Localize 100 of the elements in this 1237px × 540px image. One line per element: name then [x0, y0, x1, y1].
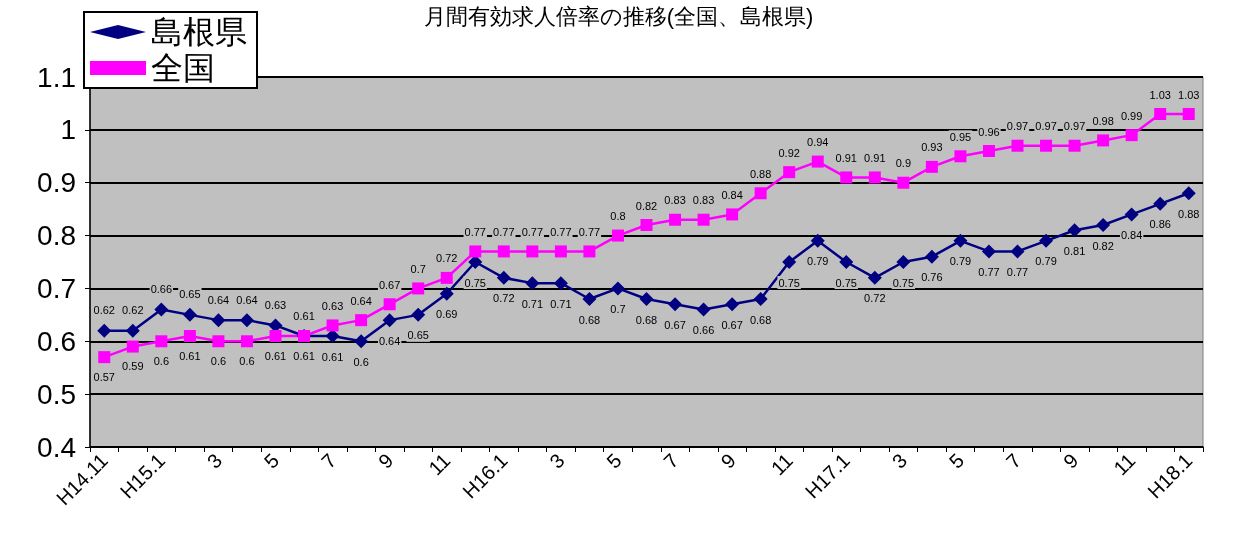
y-tick-label: 1.1: [37, 61, 76, 93]
data-label: 0.62: [122, 304, 144, 317]
y-tick-label: 0.6: [37, 325, 76, 357]
point: [868, 171, 881, 184]
y-tick-label: 0.8: [37, 220, 76, 252]
point: [726, 208, 739, 221]
data-label: 0.75: [835, 276, 857, 289]
point: [411, 307, 426, 322]
point: [839, 255, 854, 269]
point: [154, 302, 169, 317]
data-label: 0.69: [436, 308, 458, 321]
point: [640, 219, 653, 231]
data-label: 0.94: [807, 136, 829, 149]
point: [697, 213, 710, 226]
y-tick-label: 1: [60, 114, 76, 146]
data-label: 0.83: [692, 194, 715, 207]
x-tick-label: 3: [545, 449, 569, 473]
data-label: 0.57: [93, 370, 115, 383]
data-label: 0.6: [353, 355, 369, 368]
point: [754, 187, 767, 200]
point: [696, 302, 711, 317]
data-label: 0.77: [1006, 265, 1029, 278]
point: [1039, 233, 1054, 248]
point: [155, 335, 168, 348]
point: [897, 176, 910, 189]
point: [439, 286, 454, 301]
data-label: 0.88: [749, 167, 772, 180]
data-label: 0.67: [664, 318, 686, 331]
x-tick-label: 7: [659, 449, 683, 473]
data-label: 0.77: [464, 225, 486, 238]
data-label: 0.84: [721, 188, 743, 201]
data-label: 0.75: [892, 276, 915, 289]
x-tick-label: 9: [716, 449, 740, 473]
data-label: 0.97: [1063, 120, 1086, 133]
point: [669, 213, 682, 226]
data-label: 0.68: [635, 313, 658, 326]
data-label: 0.63: [321, 299, 344, 312]
point: [1125, 129, 1138, 142]
data-label: 0.88: [1178, 207, 1200, 220]
data-label: 0.67: [378, 278, 401, 291]
data-label: 0.68: [749, 313, 772, 326]
data-label: 0.68: [578, 313, 601, 326]
data-label: 0.97: [1035, 120, 1057, 133]
point: [469, 245, 482, 258]
data-label: 0.91: [835, 151, 857, 164]
point: [639, 292, 654, 306]
data-label: 0.71: [521, 297, 544, 310]
x-tick-label: 9: [1058, 449, 1083, 473]
x-tick-label: 5: [259, 449, 284, 473]
point: [497, 245, 510, 258]
data-label: 0.77: [578, 225, 601, 238]
x-tick-label: 9: [374, 449, 398, 473]
point: [1068, 139, 1081, 152]
point: [611, 229, 624, 242]
point: [753, 292, 768, 306]
data-label: 0.77: [493, 225, 515, 238]
point: [982, 145, 995, 157]
data-label: 0.96: [978, 125, 1000, 138]
y-tick-label: 0.7: [37, 272, 76, 304]
point: [126, 340, 139, 353]
x-tick-label: 7: [1001, 449, 1026, 473]
point: [1097, 134, 1110, 147]
data-label: 1.03: [1178, 88, 1200, 101]
point: [183, 330, 196, 342]
x-tick-label: 5: [944, 449, 969, 473]
point: [382, 313, 397, 328]
data-label: 0.64: [207, 293, 230, 306]
point: [954, 150, 967, 163]
point: [1096, 218, 1111, 232]
y-tick-label: 0.4: [37, 431, 76, 463]
point: [1182, 108, 1195, 120]
data-label: 0.71: [550, 297, 572, 310]
point: [125, 323, 140, 338]
point: [412, 282, 425, 295]
point: [810, 233, 825, 248]
point: [554, 245, 567, 258]
data-label: 0.98: [1092, 114, 1114, 127]
point: [583, 245, 596, 258]
point: [1067, 223, 1082, 238]
x-tick-label: 5: [602, 449, 626, 473]
point: [811, 155, 824, 168]
data-label: 1.03: [1149, 88, 1171, 101]
data-label: 0.77: [978, 265, 1000, 278]
data-label: 0.8: [610, 210, 626, 223]
data-label: 0.6: [153, 354, 169, 367]
data-label: 0.65: [179, 288, 201, 301]
point: [924, 249, 939, 264]
point: [98, 351, 111, 364]
data-label: 0.82: [1092, 239, 1114, 252]
point: [953, 233, 968, 248]
point: [325, 329, 340, 343]
data-label: 0.61: [264, 349, 287, 362]
point: [1153, 196, 1168, 211]
point: [1011, 139, 1024, 152]
point: [1040, 139, 1053, 152]
point: [182, 307, 197, 322]
point: [211, 313, 226, 328]
legend-label: 全国: [151, 50, 215, 86]
data-label: 0.79: [807, 255, 829, 268]
data-label: 0.72: [864, 292, 886, 305]
